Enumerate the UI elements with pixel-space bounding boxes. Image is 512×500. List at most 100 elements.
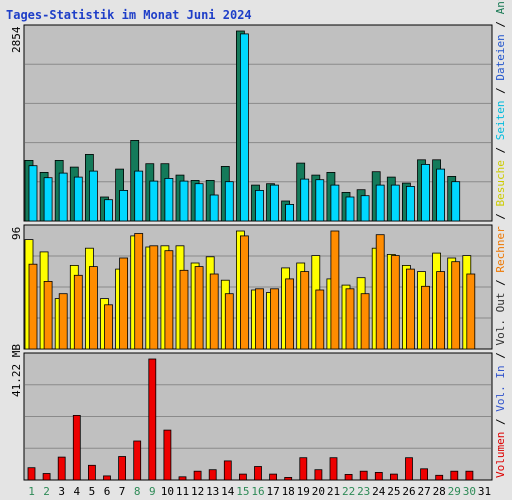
bar-rechner-day-8 <box>134 233 144 350</box>
bar-rechner-day-30 <box>466 273 476 350</box>
x-tick-label-31: 31 <box>478 485 491 498</box>
bar-volumen-day-20 <box>314 469 323 481</box>
bar-dateien-day-25 <box>390 184 400 222</box>
bar-volumen-day-12 <box>193 470 202 481</box>
bar-rechner-day-7 <box>119 257 128 350</box>
top-ymax-label: 2854 <box>10 26 23 53</box>
x-tick-label-12: 12 <box>191 485 204 498</box>
x-tick-label-7: 7 <box>119 485 126 498</box>
bar-dateien-day-24 <box>375 184 385 222</box>
legend-segment-4: Vol. Out <box>494 293 507 346</box>
bar-rechner-day-4 <box>73 274 83 350</box>
legend-segment-2: Vol. In <box>494 365 507 411</box>
bar-rechner-day-27 <box>421 285 430 350</box>
x-axis-ticks: 1 2 3 4 5 6 7 8 9 10 11 12 13 14 15 16 17 18 19 20 21 22 23 24 2… <box>28 485 491 498</box>
bar-rechner-day-23 <box>360 293 370 350</box>
panel-requests-files <box>23 24 493 222</box>
x-tick-label-22: 22 <box>342 485 355 498</box>
bar-dateien-day-29 <box>451 181 461 222</box>
bar-rechner-day-10 <box>164 250 174 350</box>
legend-segment-6: Rechner <box>494 226 507 273</box>
bottom-ymax-label: 41.22 MB <box>10 344 23 397</box>
legend-segment-11: / <box>494 81 507 101</box>
bar-volumen-day-25 <box>389 473 398 481</box>
bar-volumen-day-15 <box>238 473 247 481</box>
right-legend: Volumen / Vol. In / Vol. Out / Rechner /… <box>494 0 507 478</box>
bar-volumen-day-18 <box>284 476 293 481</box>
x-tick-label-16: 16 <box>251 485 264 498</box>
panel-volume <box>23 352 493 481</box>
bar-volumen-day-7 <box>118 456 126 481</box>
bar-rechner-day-15 <box>239 235 249 350</box>
bar-volumen-day-1 <box>27 467 36 481</box>
bar-volumen-day-22 <box>344 473 353 481</box>
bar-rechner-day-12 <box>194 266 204 350</box>
bar-volumen-day-14 <box>223 460 232 481</box>
bar-volumen-day-8 <box>133 440 142 481</box>
legend-segment-14: Anfragen <box>494 0 507 14</box>
bar-volumen-day-23 <box>359 470 368 481</box>
bar-rechner-day-2 <box>43 280 53 350</box>
x-tick-label-15: 15 <box>236 485 249 498</box>
bar-dateien-day-28 <box>436 168 446 222</box>
panel-visits-hosts <box>23 224 493 350</box>
bar-rechner-day-20 <box>315 289 325 350</box>
bar-volumen-day-5 <box>88 464 96 481</box>
x-tick-label-17: 17 <box>266 485 279 498</box>
bar-volumen-day-26 <box>405 457 413 481</box>
bar-dateien-day-8 <box>134 170 144 222</box>
bar-volumen-day-13 <box>208 469 217 481</box>
x-tick-label-26: 26 <box>402 485 415 498</box>
x-tick-label-5: 5 <box>89 485 96 498</box>
x-tick-label-18: 18 <box>282 485 295 498</box>
bar-volumen-day-3 <box>57 456 66 481</box>
legend-segment-10: Seiten <box>494 100 507 140</box>
bar-rechner-day-21 <box>330 230 340 350</box>
bar-dateien-day-10 <box>164 177 174 222</box>
bar-volumen-day-17 <box>269 473 278 481</box>
bar-dateien-day-11 <box>179 180 189 222</box>
x-tick-label-2: 2 <box>43 485 50 498</box>
x-tick-label-6: 6 <box>104 485 111 498</box>
bar-volumen-day-6 <box>103 475 111 481</box>
bar-volumen-day-11 <box>178 476 187 481</box>
bar-dateien-day-15 <box>239 33 249 222</box>
x-tick-label-3: 3 <box>58 485 65 498</box>
x-tick-label-28: 28 <box>433 485 446 498</box>
bar-volumen-day-10 <box>163 429 172 481</box>
bar-rechner-day-22 <box>345 288 355 350</box>
x-tick-label-1: 1 <box>28 485 35 498</box>
x-tick-label-25: 25 <box>387 485 400 498</box>
bar-volumen-day-21 <box>329 457 338 481</box>
bar-rechner-day-24 <box>375 234 385 350</box>
x-tick-label-27: 27 <box>417 485 430 498</box>
bar-rechner-day-14 <box>224 293 234 350</box>
legend-segment-8: Besuche <box>494 160 507 206</box>
legend-segment-3: / <box>494 346 507 366</box>
legend-segment-1: / <box>494 412 507 432</box>
bar-volumen-day-28 <box>435 474 444 481</box>
bar-dateien-day-5 <box>89 170 98 222</box>
x-tick-label-21: 21 <box>327 485 340 498</box>
bar-rechner-day-1 <box>28 263 38 350</box>
x-tick-label-23: 23 <box>357 485 370 498</box>
bar-volumen-day-30 <box>465 470 474 481</box>
bar-dateien-day-19 <box>300 178 310 222</box>
bar-dateien-day-14 <box>224 181 234 222</box>
bar-dateien-day-22 <box>345 196 355 222</box>
bar-rechner-day-11 <box>179 269 189 350</box>
bar-dateien-day-3 <box>58 172 68 222</box>
x-tick-label-4: 4 <box>73 485 80 498</box>
bar-rechner-day-9 <box>149 245 159 350</box>
legend-segment-7: / <box>494 206 507 226</box>
bar-dateien-day-1 <box>28 165 38 222</box>
bar-dateien-day-7 <box>119 189 128 222</box>
bar-dateien-day-18 <box>285 203 295 222</box>
bar-dateien-day-13 <box>209 194 219 222</box>
bar-rechner-day-16 <box>255 288 264 350</box>
bar-volumen-day-16 <box>254 466 262 481</box>
x-tick-label-8: 8 <box>134 485 141 498</box>
middle-ymax-label: 96 <box>10 227 23 240</box>
x-tick-label-24: 24 <box>372 485 386 498</box>
bar-rechner-day-5 <box>89 266 98 350</box>
